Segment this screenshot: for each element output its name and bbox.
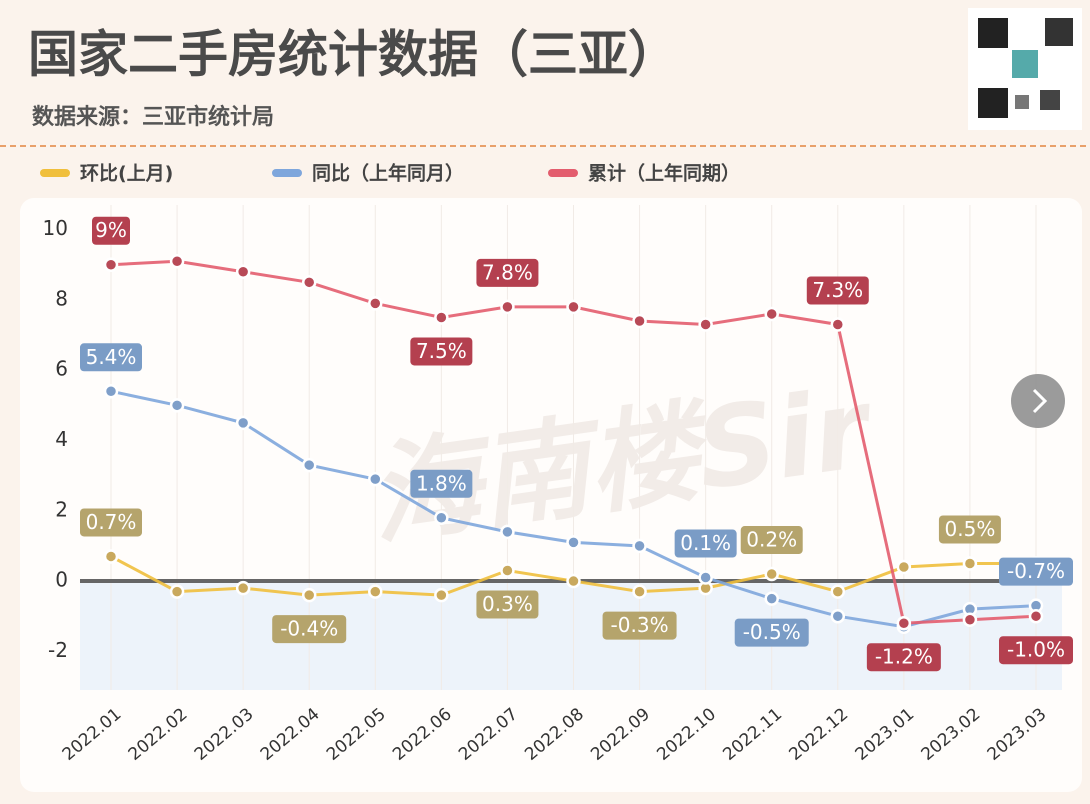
qr-code bbox=[968, 8, 1082, 130]
value-label: -0.5% bbox=[743, 620, 801, 644]
chart-title: 国家二手房统计数据（三亚） bbox=[28, 26, 678, 84]
data-point bbox=[434, 587, 449, 603]
data-point bbox=[103, 257, 119, 272]
value-label: 7.3% bbox=[812, 278, 863, 302]
data-point bbox=[500, 563, 515, 578]
data-point bbox=[962, 556, 978, 571]
data-point bbox=[830, 608, 846, 624]
value-label: 0.5% bbox=[945, 517, 996, 541]
data-point bbox=[764, 566, 779, 582]
value-label: 0.1% bbox=[680, 531, 731, 555]
data-point bbox=[1028, 608, 1044, 624]
data-point bbox=[698, 570, 713, 585]
data-point bbox=[368, 296, 383, 311]
data-point bbox=[698, 317, 713, 332]
data-point bbox=[301, 587, 317, 603]
chart-subtitle: 数据来源：三亚市统计局 bbox=[32, 104, 274, 130]
value-label: -1.0% bbox=[1007, 638, 1065, 662]
value-label: 7.5% bbox=[416, 339, 467, 363]
value-label-box bbox=[740, 526, 803, 555]
legend-label: 环比(上月) bbox=[80, 163, 173, 185]
data-point bbox=[169, 253, 185, 269]
legend-swatch bbox=[272, 169, 302, 177]
y-tick-label: 4 bbox=[55, 427, 68, 451]
data-point bbox=[434, 510, 449, 526]
data-point bbox=[500, 524, 515, 540]
value-label: -0.7% bbox=[1007, 559, 1065, 583]
value-label-box bbox=[92, 216, 130, 245]
value-label-box bbox=[410, 469, 473, 498]
value-label-box bbox=[806, 276, 869, 305]
data-point bbox=[764, 591, 779, 606]
y-tick-label: 8 bbox=[55, 286, 68, 310]
negative-region bbox=[80, 581, 1062, 690]
data-point bbox=[103, 549, 119, 564]
value-label-box bbox=[272, 615, 347, 644]
data-point bbox=[896, 559, 912, 575]
value-label: 0.3% bbox=[482, 592, 533, 616]
value-label: -1.2% bbox=[875, 645, 933, 669]
legend-label: 累计（上年同期） bbox=[588, 162, 740, 185]
data-point bbox=[235, 580, 251, 596]
data-point bbox=[632, 584, 647, 599]
value-label-box bbox=[999, 636, 1073, 665]
value-label-box bbox=[410, 337, 473, 366]
data-point bbox=[764, 306, 779, 322]
value-label-box bbox=[80, 343, 142, 372]
value-label-box bbox=[734, 618, 809, 647]
value-label: 5.4% bbox=[86, 345, 137, 369]
data-point bbox=[830, 584, 846, 599]
y-tick-label: -2 bbox=[48, 638, 68, 662]
data-point bbox=[368, 471, 383, 487]
value-label-box bbox=[674, 529, 737, 558]
value-label-box bbox=[938, 515, 1001, 544]
data-point bbox=[235, 264, 251, 280]
y-tick-label: 0 bbox=[55, 568, 68, 592]
value-label: -0.4% bbox=[280, 617, 338, 641]
legend-label: 同比（上年同月） bbox=[312, 162, 464, 185]
data-point bbox=[500, 299, 515, 315]
data-point bbox=[235, 415, 251, 431]
value-label: 0.2% bbox=[746, 528, 797, 552]
value-label-box bbox=[476, 590, 539, 619]
legend-swatch bbox=[548, 169, 578, 177]
y-tick-label: 2 bbox=[55, 497, 68, 521]
value-label-box bbox=[602, 611, 677, 640]
data-point bbox=[566, 299, 581, 315]
data-point bbox=[301, 275, 317, 290]
data-point bbox=[169, 398, 185, 413]
data-point bbox=[368, 584, 383, 599]
value-label-box bbox=[866, 643, 941, 672]
legend-swatch bbox=[40, 169, 70, 177]
value-label-box bbox=[476, 258, 539, 287]
value-label: 7.8% bbox=[482, 260, 533, 284]
value-label: 1.8% bbox=[416, 471, 467, 495]
data-point bbox=[301, 457, 317, 473]
y-tick-label: 10 bbox=[43, 216, 68, 240]
data-point bbox=[434, 310, 449, 325]
data-point bbox=[896, 615, 912, 631]
data-point bbox=[632, 313, 647, 329]
value-label: 0.7% bbox=[86, 510, 137, 534]
data-point bbox=[830, 317, 846, 332]
data-point bbox=[632, 538, 647, 554]
data-point bbox=[169, 584, 185, 599]
value-label: 9% bbox=[95, 218, 127, 242]
value-label: -0.3% bbox=[611, 613, 669, 637]
data-point bbox=[566, 535, 581, 550]
value-label-box bbox=[999, 557, 1073, 586]
y-tick-label: 6 bbox=[55, 357, 68, 381]
next-button[interactable] bbox=[1011, 374, 1065, 428]
data-point bbox=[962, 612, 978, 627]
data-point bbox=[103, 384, 119, 399]
data-point bbox=[566, 573, 581, 589]
value-label-box bbox=[80, 508, 142, 537]
